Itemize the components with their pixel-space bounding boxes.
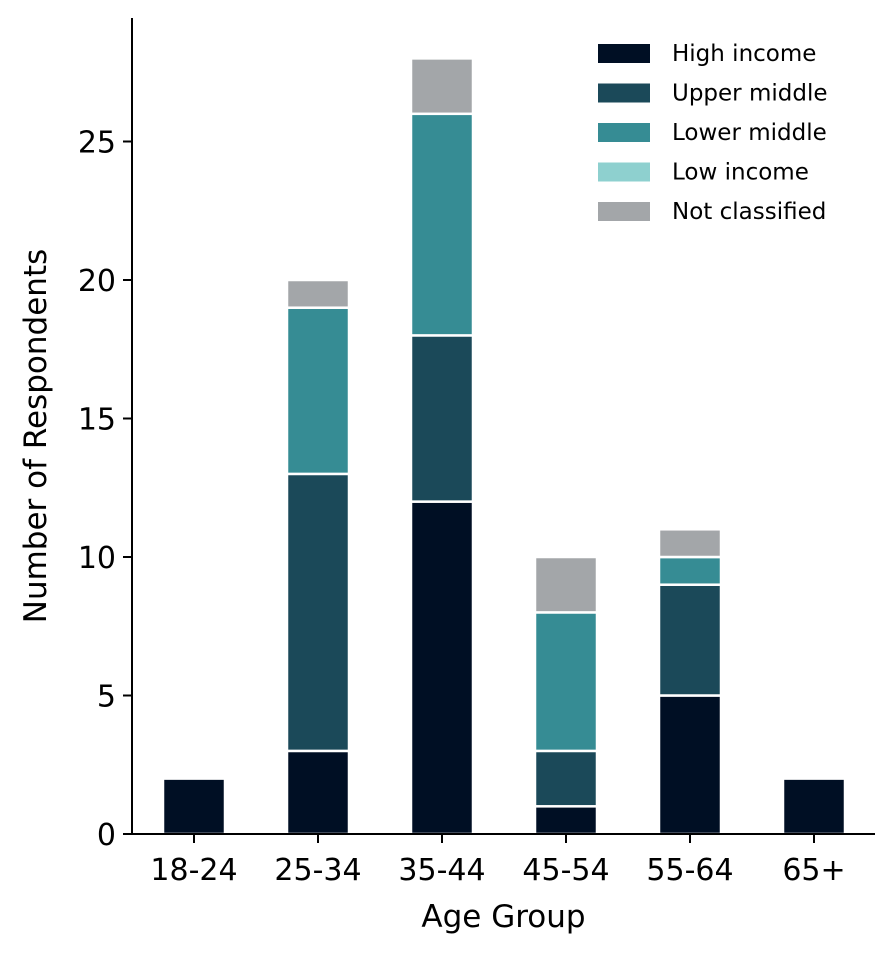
bar-not-classified-55-64: [657, 528, 723, 559]
bar-not-classified-35-44: [409, 57, 475, 116]
y-tick-label: 20: [78, 264, 116, 299]
legend-label-upper-middle: Upper middle: [672, 81, 828, 107]
bar-high-income-18-24: [161, 777, 227, 836]
legend-swatch-upper-middle: [598, 83, 650, 103]
bar-not-classified-45-54: [533, 555, 599, 614]
y-tick-label: 0: [97, 818, 116, 853]
y-tick-label: 25: [78, 126, 116, 161]
y-axis-title: Number of Respondents: [18, 249, 54, 623]
legend-label-low-income: Low income: [672, 160, 809, 186]
x-axis-title: Age Group: [421, 899, 585, 935]
x-tick-label-18-24: 18-24: [150, 853, 237, 888]
legend-label-lower-middle: Lower middle: [672, 120, 827, 146]
bars-layer: [161, 57, 847, 836]
bar-upper-middle-25-34: [285, 472, 351, 753]
legend-label-not-classified: Not classified: [672, 199, 826, 225]
legend-label-high-income: High income: [672, 41, 816, 67]
legend-swatch-lower-middle: [598, 123, 650, 142]
legend-swatch-low-income: [598, 162, 650, 182]
bar-lower-middle-45-54: [533, 611, 599, 753]
bar-lower-middle-25-34: [285, 306, 351, 476]
bar-high-income-55-64: [657, 694, 723, 836]
bar-high-income-35-44: [409, 500, 475, 836]
y-tick-label: 10: [78, 541, 116, 576]
bar-lower-middle-35-44: [409, 112, 475, 337]
bar-lower-middle-55-64: [657, 555, 723, 586]
x-tick-label-65: 65+: [782, 853, 845, 888]
legend: High income Upper middle Lower middle Low i…: [598, 41, 828, 225]
bar-high-income-25-34: [285, 749, 351, 836]
bar-high-income-65: [781, 777, 847, 836]
bar-upper-middle-55-64: [657, 583, 723, 697]
bar-high-income-45-54: [533, 805, 599, 836]
y-ticks: 0 5 10 15 20 25: [78, 126, 132, 853]
y-tick-label: 15: [78, 403, 116, 438]
x-ticks: 18-24 25-34 35-44 45-54 55-64 65+: [150, 834, 846, 888]
y-tick-label: 5: [97, 680, 116, 715]
bar-upper-middle-35-44: [409, 334, 475, 503]
x-tick-label-45-54: 45-54: [522, 853, 609, 888]
bar-upper-middle-45-54: [533, 749, 599, 808]
x-tick-label-25-34: 25-34: [274, 853, 361, 888]
legend-swatch-not-classified: [598, 202, 650, 221]
x-tick-label-55-64: 55-64: [646, 853, 733, 888]
bar-not-classified-25-34: [285, 278, 351, 309]
x-tick-label-35-44: 35-44: [398, 853, 485, 888]
legend-swatch-high-income: [598, 44, 650, 63]
